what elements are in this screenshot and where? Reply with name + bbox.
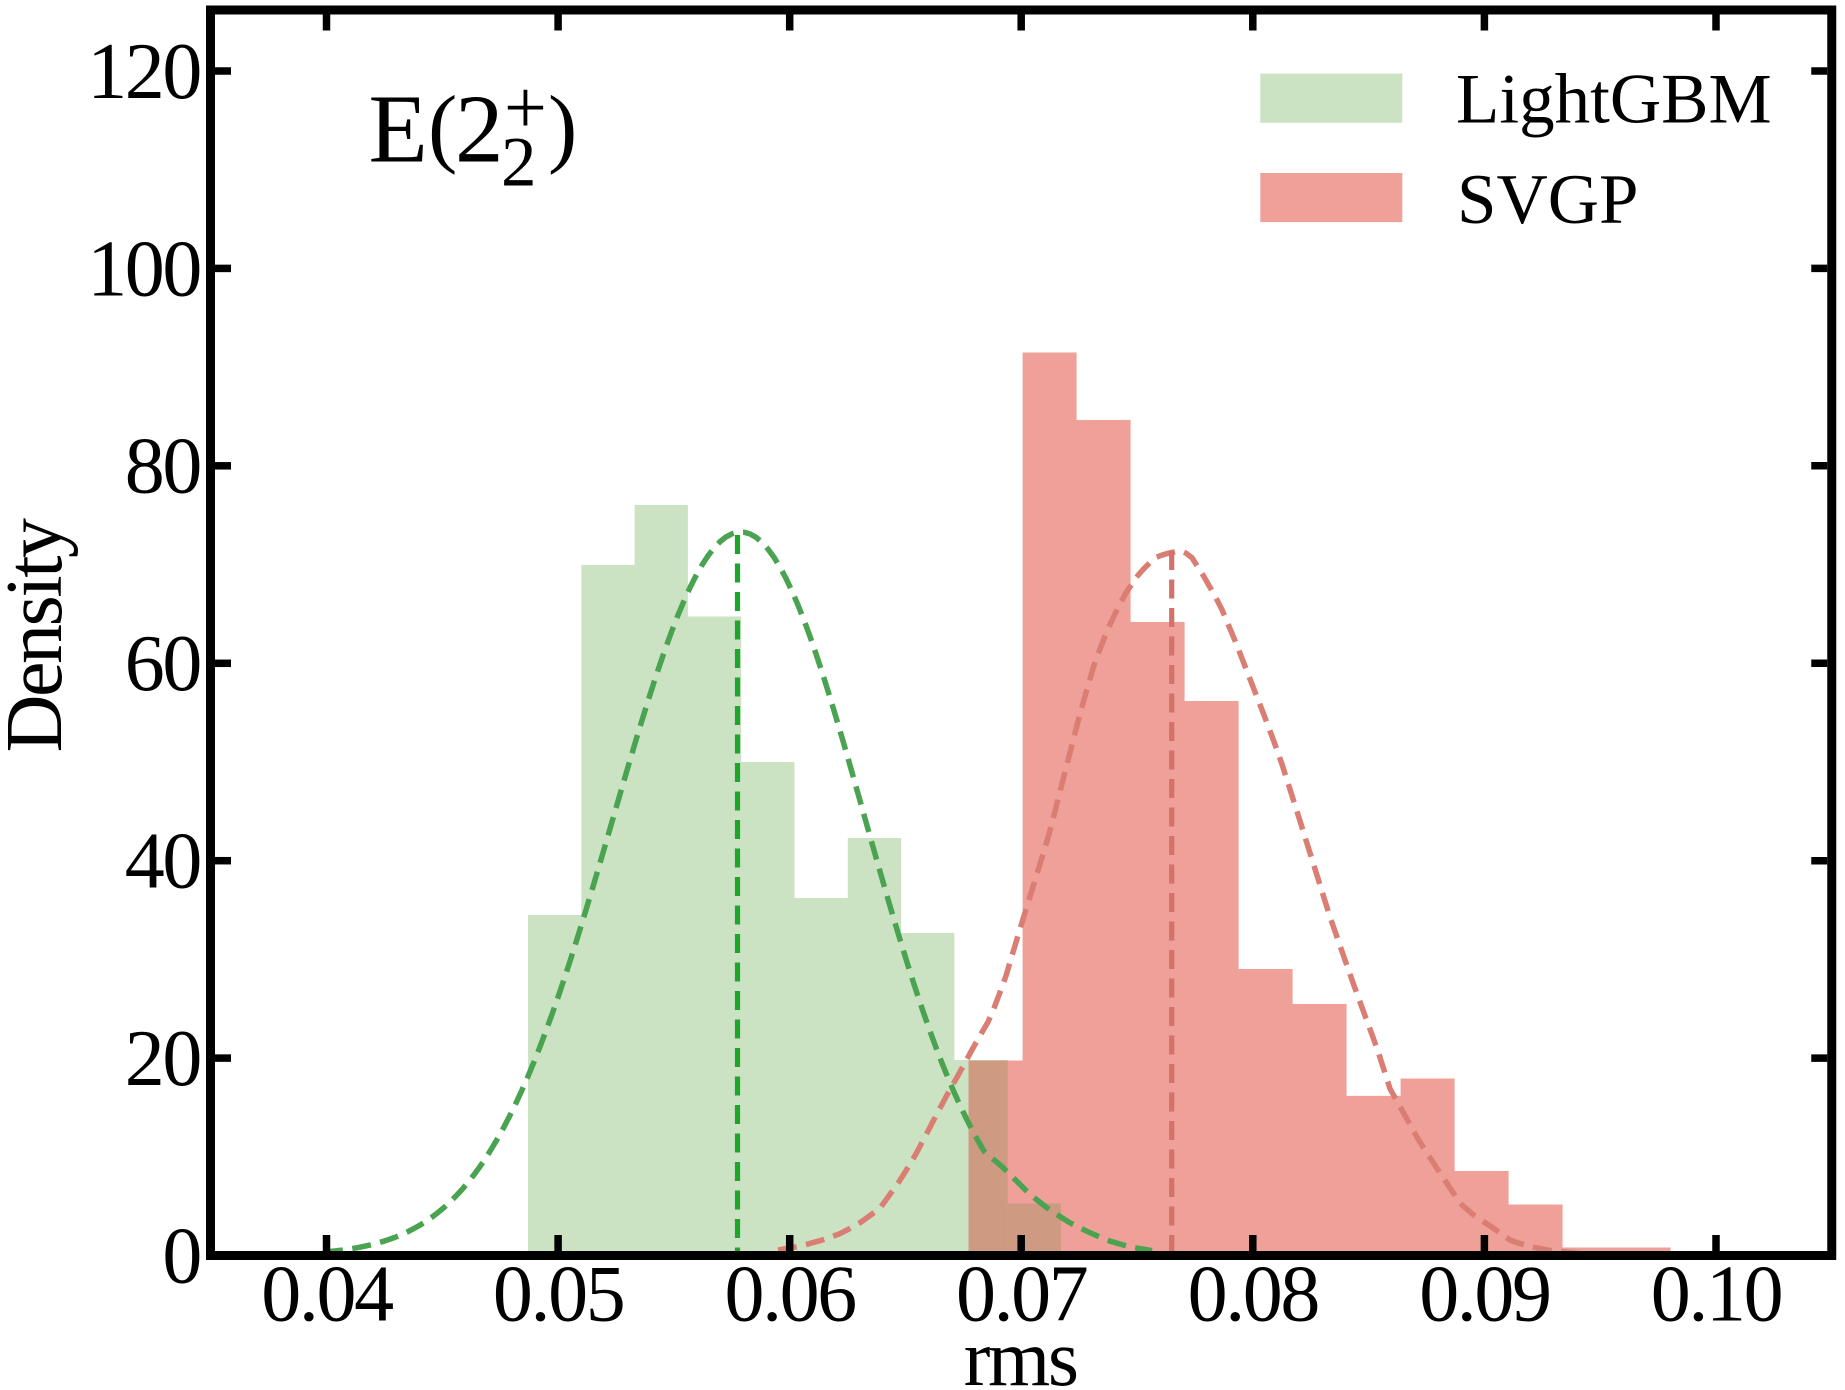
svg-text:+: +: [504, 66, 545, 150]
svg-text:E: E: [369, 75, 425, 182]
svg-text:Density: Density: [0, 518, 79, 752]
svg-text:60: 60: [125, 620, 200, 708]
svg-text:(: (: [428, 79, 455, 176]
svg-text:0.07: 0.07: [956, 1251, 1087, 1339]
svg-text:0.08: 0.08: [1188, 1251, 1318, 1339]
svg-text:2: 2: [501, 123, 534, 201]
svg-text:SVGP: SVGP: [1457, 161, 1639, 239]
svg-text:0.10: 0.10: [1651, 1251, 1781, 1339]
svg-text:0: 0: [162, 1212, 200, 1300]
svg-text:rms: rms: [964, 1315, 1077, 1390]
svg-text:100: 100: [87, 225, 200, 313]
svg-text:40: 40: [125, 818, 200, 906]
svg-text:2: 2: [455, 75, 501, 182]
svg-text:): ): [548, 79, 575, 176]
svg-text:0.06: 0.06: [724, 1251, 855, 1339]
svg-text:0.05: 0.05: [493, 1251, 623, 1339]
svg-text:0.09: 0.09: [1419, 1251, 1549, 1339]
svg-text:20: 20: [125, 1015, 200, 1103]
svg-text:LightGBM: LightGBM: [1456, 61, 1772, 139]
svg-text:80: 80: [125, 423, 200, 511]
svg-text:0.04: 0.04: [261, 1251, 393, 1339]
svg-text:120: 120: [87, 28, 200, 116]
